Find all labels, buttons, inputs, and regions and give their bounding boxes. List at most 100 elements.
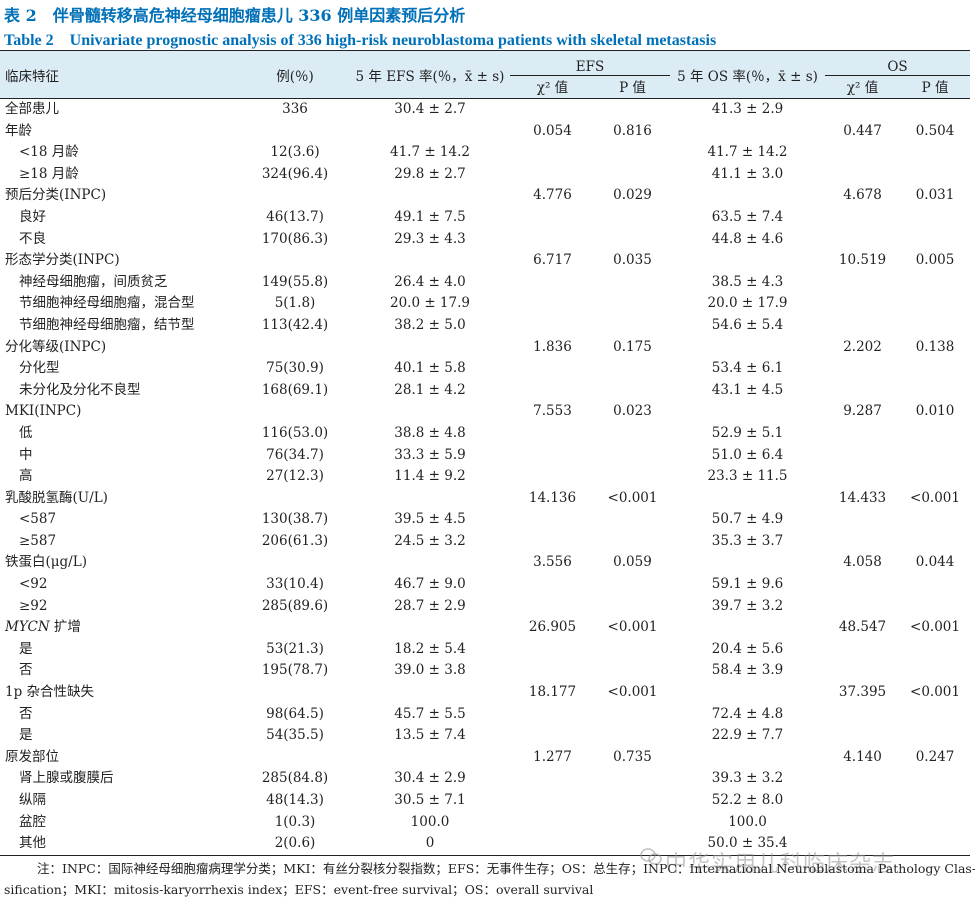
row-n: 27(12.3) — [266, 468, 324, 485]
row-os-p: 0.504 — [915, 122, 955, 139]
header-os-p: P 值 — [921, 80, 949, 96]
row-efs-rate — [350, 682, 510, 704]
row-os-p — [900, 380, 970, 402]
table-row: 其他 2(0.6) 0 50.0 ± 35.4 — [0, 833, 971, 856]
row-efs-p: <0.001 — [607, 489, 658, 506]
row-efs-chi: 18.177 — [528, 684, 577, 701]
row-efs-rate: 46.7 ± 9.0 — [394, 576, 466, 593]
row-os-p — [900, 639, 970, 661]
row-n: 53(21.3) — [266, 640, 324, 657]
row-efs-p — [595, 466, 670, 488]
row-efs-p — [595, 768, 670, 790]
row-efs-rate — [350, 747, 510, 769]
row-efs-chi — [510, 229, 595, 251]
table-row: 乳酸脱氢酶(U/L) 14.136 <0.001 14.433 <0.001 — [0, 488, 970, 510]
row-os-p — [900, 207, 970, 229]
row-os-rate: 20.0 ± 17.9 — [707, 295, 788, 312]
header-efs-rate: 5 年 EFS 率(％，x̄ ± s) — [355, 68, 505, 85]
row-os-p — [900, 596, 970, 618]
table-row: 否 195(78.7) 39.0 ± 3.8 58.4 ± 3.9 — [0, 660, 970, 682]
row-efs-chi — [510, 358, 595, 380]
row-os-chi — [825, 207, 900, 229]
row-n — [240, 250, 350, 272]
row-efs-p — [595, 639, 670, 661]
row-label: 肾上腺或腹膜后 — [19, 770, 114, 787]
row-efs-p — [595, 315, 670, 337]
row-os-rate — [670, 747, 825, 769]
header-os-chi: χ² 值 — [846, 80, 879, 96]
row-efs-chi — [510, 466, 595, 488]
row-n: 285(84.8) — [261, 770, 329, 787]
row-efs-chi — [510, 790, 595, 812]
row-os-p — [900, 142, 970, 164]
row-os-p — [900, 660, 970, 682]
row-efs-p — [595, 596, 670, 618]
row-os-chi: 14.433 — [838, 489, 887, 506]
row-efs-rate — [350, 337, 510, 359]
row-os-p — [900, 423, 970, 445]
row-os-p — [900, 509, 970, 531]
row-n — [240, 682, 350, 704]
row-os-chi — [825, 509, 900, 531]
row-efs-rate — [350, 617, 510, 639]
row-efs-rate: 29.8 ± 2.7 — [394, 165, 466, 182]
row-os-rate: 22.9 ± 7.7 — [711, 727, 784, 744]
row-efs-chi — [510, 293, 595, 315]
row-efs-rate — [350, 401, 510, 423]
row-efs-chi — [510, 315, 595, 337]
row-label: ≥587 — [19, 532, 57, 549]
row-efs-chi — [510, 531, 595, 553]
table-row: 中 76(34.7) 33.3 ± 5.9 51.0 ± 6.4 — [0, 445, 970, 467]
row-n: 46(13.7) — [266, 208, 324, 225]
row-label: 节细胞神经母细胞瘤，混合型 — [19, 295, 195, 312]
row-efs-rate — [350, 185, 510, 207]
row-os-p — [900, 768, 970, 790]
row-efs-p — [595, 531, 670, 553]
row-efs-chi — [510, 768, 595, 790]
row-label: 分化型 — [19, 360, 60, 377]
row-os-p — [900, 445, 970, 467]
row-efs-rate: 41.7 ± 14.2 — [389, 144, 470, 161]
header-efs-group: EFS — [510, 50, 671, 76]
row-n: 149(55.8) — [261, 273, 329, 290]
row-efs-rate: 39.5 ± 4.5 — [394, 511, 466, 528]
footnote-line-2: sification；MKI：mitosis-karyorrhexis inde… — [4, 882, 594, 897]
row-os-rate: 38.5 ± 4.3 — [711, 273, 784, 290]
header-n: 例(％) — [276, 68, 314, 85]
row-efs-chi — [510, 574, 595, 596]
table-row: MYCN 扩增 26.905 <0.001 48.547 <0.001 — [0, 617, 970, 639]
row-label: 否 — [19, 662, 33, 679]
row-efs-chi: 4.776 — [533, 187, 572, 204]
row-efs-rate: 29.3 ± 4.3 — [394, 230, 466, 247]
row-os-chi — [825, 99, 900, 121]
row-os-rate: 50.7 ± 4.9 — [711, 511, 784, 528]
table-row: <92 33(10.4) 46.7 ± 9.0 59.1 ± 9.6 — [0, 574, 970, 596]
row-label: 年龄 — [5, 122, 32, 139]
table-footnote: 注：INPC：国际神经母细胞瘤病理学分类；MKI：有丝分裂核分裂指数；EFS：无… — [4, 858, 975, 900]
header-efs-p: P 值 — [619, 80, 646, 96]
row-os-rate: 59.1 ± 9.6 — [711, 576, 784, 593]
row-os-chi: 0.447 — [843, 122, 882, 139]
row-efs-rate: 30.4 ± 2.9 — [394, 770, 466, 787]
row-os-chi — [825, 596, 900, 618]
row-os-rate — [670, 682, 825, 704]
row-os-p: <0.001 — [910, 684, 960, 701]
row-label: 是 — [19, 640, 33, 657]
row-os-chi — [825, 272, 900, 294]
row-efs-p: 0.023 — [613, 403, 652, 420]
row-n: 1(0.3) — [274, 813, 316, 830]
row-os-p: 0.044 — [915, 554, 955, 571]
table-row: 低 116(53.0) 38.8 ± 4.8 52.9 ± 5.1 — [0, 423, 970, 445]
row-os-rate: 44.8 ± 4.6 — [711, 230, 784, 247]
row-efs-chi: 14.136 — [528, 489, 577, 506]
row-os-chi — [825, 380, 900, 402]
row-label: 否 — [19, 705, 33, 722]
row-efs-rate: 38.2 ± 5.0 — [394, 316, 466, 333]
row-efs-rate: 39.0 ± 3.8 — [394, 662, 466, 679]
row-os-chi — [825, 790, 900, 812]
row-efs-chi — [510, 164, 595, 186]
row-os-chi — [825, 574, 900, 596]
table-row: 形态学分类(INPC) 6.717 0.035 10.519 0.005 — [0, 250, 970, 272]
row-n: 113(42.4) — [261, 316, 329, 333]
row-os-rate — [670, 401, 825, 423]
